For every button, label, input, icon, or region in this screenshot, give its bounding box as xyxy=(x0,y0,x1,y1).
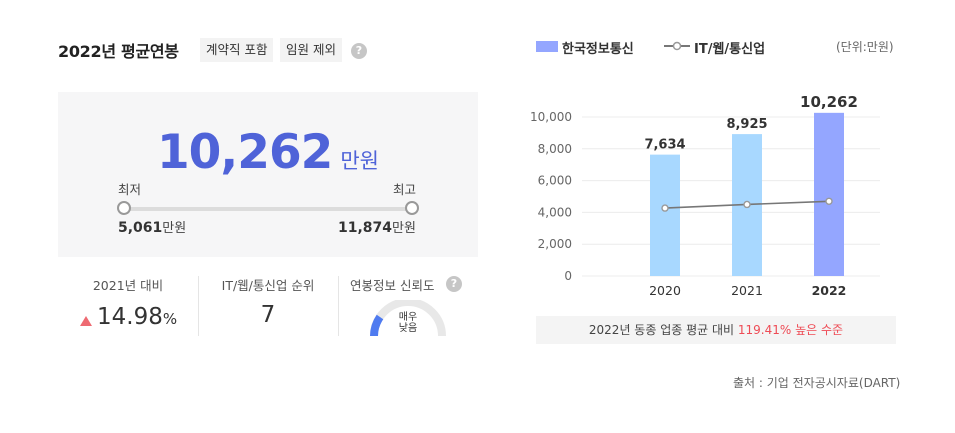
max-salary: 11,874만원 xyxy=(338,217,416,236)
y-tick-label: 0 xyxy=(564,269,572,283)
average-salary: 10,262 만원 xyxy=(58,125,478,180)
y-tick-label: 6,000 xyxy=(538,174,572,188)
reliability-value: 매우 낮음 xyxy=(398,312,418,334)
min-salary-value: 5,061 xyxy=(118,220,163,236)
yoy-label: 2021년 대비 xyxy=(92,278,164,293)
max-salary-unit: 만원 xyxy=(392,221,416,236)
reliability-gauge xyxy=(370,300,446,337)
tag-exec-excluded: 임원 제외 xyxy=(280,38,342,62)
stat-divider xyxy=(338,276,339,336)
line-point xyxy=(661,204,669,212)
bar-data-label: 8,925 xyxy=(726,117,767,132)
comparison-note: 2022년 동종 업종 평균 대비 119.41% 높은 수준 xyxy=(536,316,896,344)
yoy-change: 14.98% xyxy=(97,304,177,330)
min-salary-unit: 만원 xyxy=(162,221,187,236)
bar-data-label: 7,634 xyxy=(644,138,685,153)
bar-data-label: 10,262 xyxy=(800,93,858,111)
y-tick-label: 4,000 xyxy=(538,205,572,219)
rank-value: 7 xyxy=(260,302,276,328)
reliability-label: 연봉정보 신뢰도 xyxy=(350,278,435,293)
x-tick-label: 2021 xyxy=(731,283,763,298)
bar xyxy=(814,112,844,276)
range-max-handle xyxy=(405,201,419,215)
tag-contract-included: 계약직 포함 xyxy=(200,38,274,62)
up-arrow-icon xyxy=(80,316,92,326)
stat-divider xyxy=(198,276,199,336)
min-salary: 5,061만원 xyxy=(118,217,186,236)
line-point xyxy=(825,197,833,205)
yoy-unit: % xyxy=(162,310,178,328)
salary-range-track xyxy=(123,207,413,211)
comparison-prefix: 2022년 동종 업종 평균 대비 xyxy=(588,323,735,337)
max-salary-value: 11,874 xyxy=(338,220,393,236)
y-tick-label: 10,000 xyxy=(530,110,572,124)
salary-title: 2022년 평균연봉 xyxy=(58,42,179,61)
legend-line-swatch xyxy=(664,41,690,51)
unit-note: (단위:만원) xyxy=(836,40,894,54)
average-salary-panel: 10,262 만원 최저 최고 5,061만원 11,874만원 xyxy=(58,92,478,257)
data-source: 출처 : 기업 전자공시자료(DART) xyxy=(733,376,901,390)
line-point xyxy=(743,200,751,209)
y-tick-label: 8,000 xyxy=(538,142,572,156)
comparison-highlight: 119.41% 높은 수준 xyxy=(737,323,844,337)
x-tick-label: 2020 xyxy=(649,283,681,298)
legend-bar-swatch xyxy=(536,41,558,52)
question-circle-icon[interactable]: ? xyxy=(446,276,462,292)
y-tick-label: 2,000 xyxy=(538,237,572,251)
max-label: 최고 xyxy=(393,182,417,197)
average-salary-unit: 만원 xyxy=(340,149,379,173)
legend-line-label: IT/웹/통신업 xyxy=(694,42,766,57)
salary-chart: 0 2,000 4,000 6,000 8,000 10,000 7,634 2020 8,92… xyxy=(530,93,880,298)
gauge-fill xyxy=(370,314,384,337)
question-circle-icon[interactable]: ? xyxy=(351,43,367,59)
range-min-handle xyxy=(117,201,131,215)
average-salary-value: 10,262 xyxy=(156,125,333,180)
legend-bar-label: 한국정보통신 xyxy=(562,42,634,57)
bar xyxy=(650,154,680,276)
x-tick-label: 2022 xyxy=(812,283,847,298)
yoy-value: 14.98 xyxy=(97,304,163,330)
rank-label: IT/웹/통신업 순위 xyxy=(221,278,315,293)
min-label: 최저 xyxy=(118,182,142,197)
